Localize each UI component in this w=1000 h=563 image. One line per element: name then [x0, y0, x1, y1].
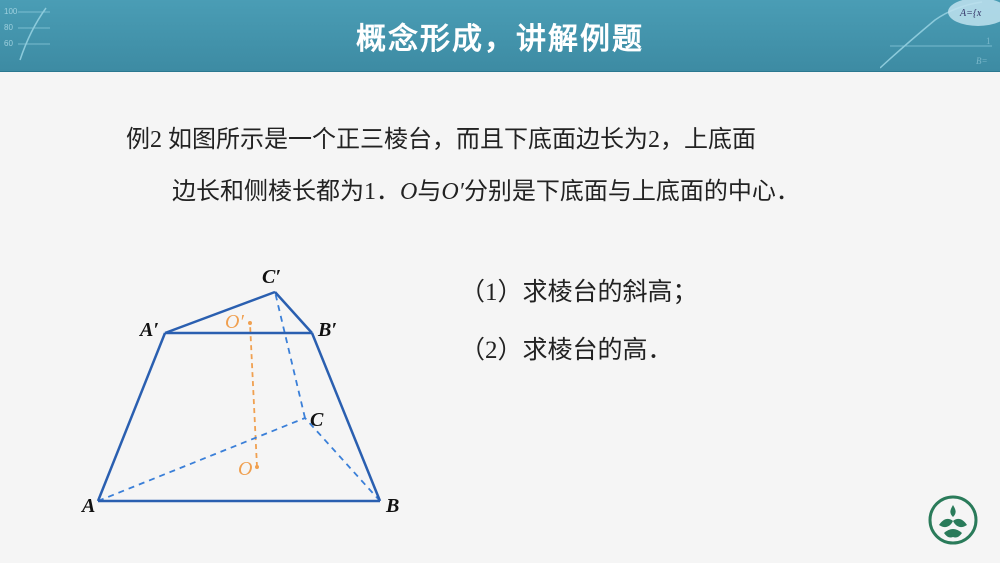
line2-suffix: 分别是下底面与上底面的中心．: [464, 179, 800, 205]
point-O: [255, 465, 259, 469]
label-Aprime: A′: [140, 319, 159, 342]
problem-line-2: 边长和侧棱长都为1．O与O′分别是下底面与上底面的中心．: [172, 174, 800, 211]
label-O: O: [238, 458, 252, 481]
edge-Aprime-Cprime: [165, 292, 275, 333]
sym-O: O: [400, 179, 417, 205]
label-Cprime: C′: [262, 266, 281, 289]
line2-and: 与: [417, 179, 441, 205]
question-1: （1）求棱台的斜高；: [460, 272, 698, 308]
problem-line-1: 例2 如图所示是一个正三棱台，而且下底面边长为2，上底面: [126, 122, 756, 159]
label-B: B: [386, 495, 399, 518]
point-Oprime: [248, 321, 252, 325]
header-decor-right: A={x B= 1: [880, 0, 1000, 72]
edge-A-Aprime: [98, 333, 165, 501]
label-A: A: [82, 495, 95, 518]
edge-C-Cprime: [275, 292, 305, 418]
decor-b: B=: [976, 56, 988, 66]
header-decor-left: 100 80 60: [0, 0, 54, 72]
axis-num: 60: [4, 39, 13, 48]
label-Bprime: B′: [318, 319, 337, 342]
svg-text:1: 1: [986, 36, 991, 46]
axis-num: 80: [4, 23, 13, 32]
frustum-diagram: A B C A′ B′ C′ O O′: [80, 217, 410, 517]
content-area: 例2 如图所示是一个正三棱台，而且下底面边长为2，上底面 边长和侧棱长都为1．O…: [0, 72, 1000, 563]
edge-A-C: [98, 418, 305, 501]
line2-prefix: 边长和侧棱长都为1．: [172, 179, 400, 205]
axis-num: 100: [4, 7, 18, 16]
edge-O-Oprime: [250, 323, 257, 467]
decor-formula: A={x: [959, 8, 982, 19]
label-C: C: [310, 409, 323, 432]
label-Oprime: O′: [225, 311, 244, 334]
edge-Bprime-Cprime: [275, 292, 312, 333]
header-title: 概念形成，讲解例题: [356, 14, 644, 58]
header-bar: 100 80 60 A={x B= 1 概念形成，讲解例题: [0, 0, 1000, 72]
sym-Oprime: O′: [441, 179, 464, 205]
brand-logo-icon: [928, 495, 978, 545]
question-2: （2）求棱台的高．: [460, 330, 698, 366]
question-list: （1）求棱台的斜高； （2）求棱台的高．: [460, 272, 698, 388]
